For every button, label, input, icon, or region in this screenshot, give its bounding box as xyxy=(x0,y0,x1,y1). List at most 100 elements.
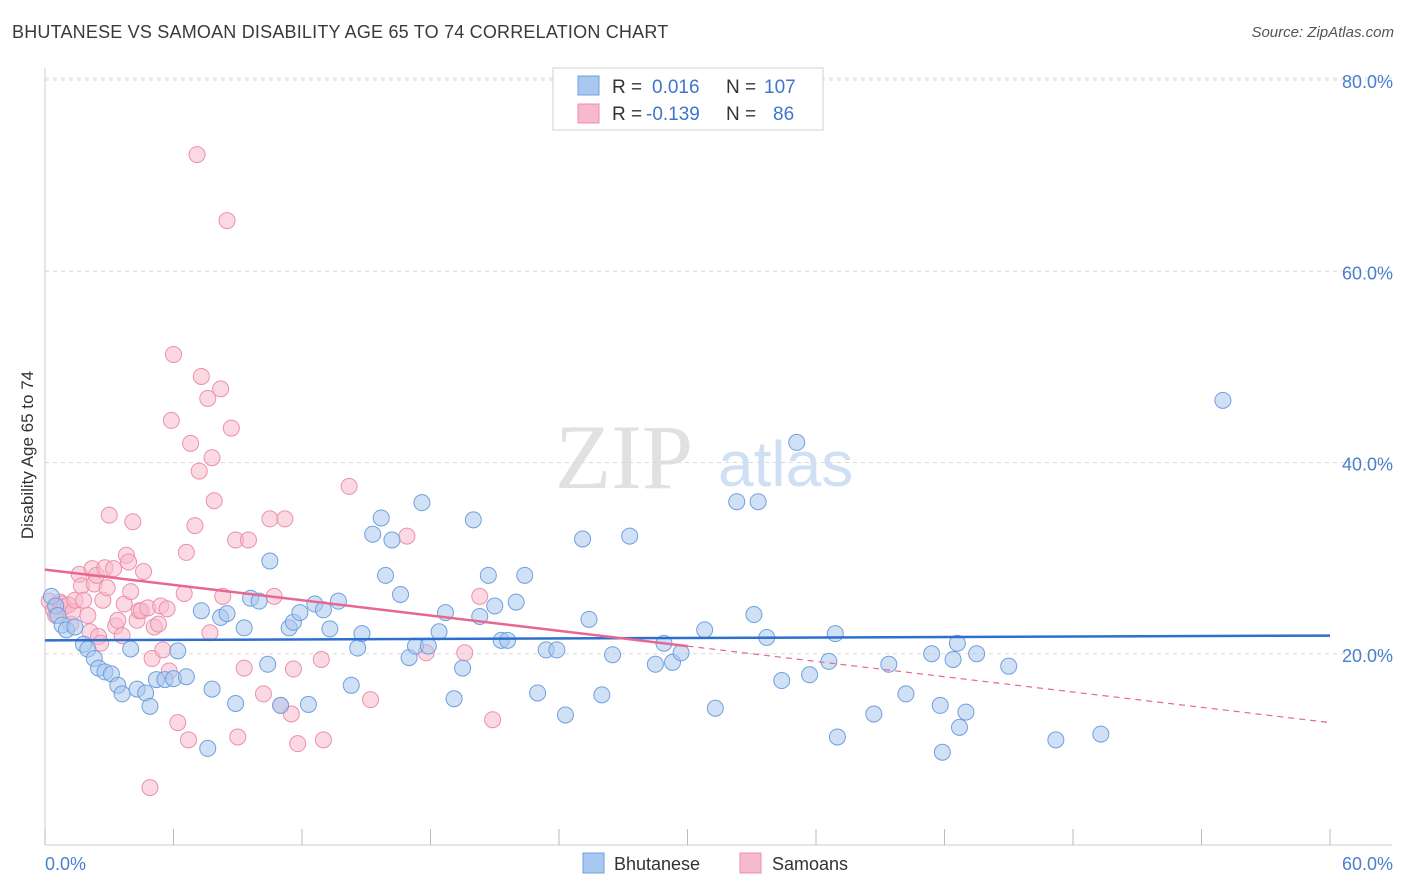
bhutanese-point xyxy=(272,696,290,714)
bhutanese-point xyxy=(321,620,339,638)
bhutanese-point xyxy=(413,494,431,512)
legend-n-value-2: 86 xyxy=(773,104,794,125)
bhutanese-point xyxy=(177,668,195,686)
samoans-point xyxy=(150,615,168,633)
bhutanese-point xyxy=(574,530,592,548)
bhutanese-point xyxy=(454,659,472,677)
samoans-point xyxy=(484,711,502,729)
bhutanese-point xyxy=(392,585,410,603)
chart-title: BHUTANESE VS SAMOAN DISABILITY AGE 65 TO… xyxy=(12,22,669,42)
bhutanese-point xyxy=(706,699,724,717)
samoans-point xyxy=(203,449,221,467)
bhutanese-point xyxy=(507,593,525,611)
source-label: Source: ZipAtlas.com xyxy=(1251,24,1394,41)
legend-n-label-1: N = xyxy=(726,77,756,98)
x-tick-label-min: 0.0% xyxy=(45,854,86,874)
bhutanese-point xyxy=(745,606,763,624)
bhutanese-point xyxy=(445,690,463,708)
bottom-legend: Bhutanese Samoans xyxy=(582,852,848,874)
bhutanese-point xyxy=(931,696,949,714)
bhutanese-point xyxy=(950,718,968,736)
bhutanese-point xyxy=(486,597,504,615)
samoans-point xyxy=(239,531,257,549)
axes xyxy=(44,68,1392,846)
bhutanese-point xyxy=(516,566,534,584)
legend-n-value-1: 107 xyxy=(764,77,796,98)
bhutanese-point xyxy=(826,625,844,643)
y-tick-label-20: 20.0% xyxy=(1342,646,1393,666)
bhutanese-point xyxy=(621,527,639,545)
samoans-point xyxy=(154,641,172,659)
bhutanese-point xyxy=(66,618,84,636)
bhutanese-point xyxy=(499,631,517,649)
samoans-point xyxy=(100,506,118,524)
bhutanese-point xyxy=(227,694,245,712)
bhutanese-point xyxy=(383,531,401,549)
legend-r-value-1: 0.016 xyxy=(652,77,700,98)
bhutanese-point xyxy=(923,645,941,663)
samoans-trend-extension xyxy=(687,645,1331,724)
samoans-point xyxy=(75,591,93,609)
bhutanese-point xyxy=(377,566,395,584)
samoans-point xyxy=(201,624,219,642)
y-tick-label-60: 60.0% xyxy=(1342,263,1393,283)
bhutanese-point xyxy=(141,697,159,715)
watermark-zip: ZIP xyxy=(555,406,693,508)
samoans-point xyxy=(158,600,176,618)
samoans-point xyxy=(179,731,197,749)
bhutanese-point xyxy=(820,652,838,670)
legend-n-label-2: N = xyxy=(726,104,756,125)
bhutanese-point xyxy=(828,728,846,746)
samoans-point xyxy=(182,434,200,452)
bhutanese-point xyxy=(968,645,986,663)
samoans-point xyxy=(456,644,474,662)
samoans-point xyxy=(222,419,240,437)
bhutanese-point xyxy=(728,493,746,511)
bhutanese-point xyxy=(479,566,497,584)
bhutanese-point xyxy=(430,623,448,641)
bhutanese-point xyxy=(464,511,482,529)
samoans-point xyxy=(190,462,208,480)
bhutanese-point xyxy=(548,641,566,659)
x-tick-label-max: 60.0% xyxy=(1342,854,1393,874)
samoans-point xyxy=(362,691,380,709)
samoans-point xyxy=(205,492,223,510)
bhutanese-point xyxy=(329,592,347,610)
bhutanese-point xyxy=(646,655,664,673)
legend-r-label-2: R = xyxy=(612,104,642,125)
bhutanese-point xyxy=(865,705,883,723)
bhutanese-point xyxy=(364,525,382,543)
samoans-point xyxy=(105,560,123,578)
samoans-point xyxy=(188,146,206,164)
bhutanese-point xyxy=(250,592,268,610)
bhutanese-point xyxy=(1214,391,1232,409)
bhutanese-point xyxy=(419,637,437,655)
bhutanese-point xyxy=(880,655,898,673)
samoans-point xyxy=(235,659,253,677)
samoans-point xyxy=(162,411,180,429)
bhutanese-point xyxy=(349,639,367,657)
y-tick-label-40: 40.0% xyxy=(1342,455,1393,475)
bhutanese-point xyxy=(342,676,360,694)
legend-r-value-2: -0.139 xyxy=(646,104,700,125)
bhutanese-point xyxy=(580,610,598,628)
samoans-point xyxy=(261,510,279,528)
tick-labels: 20.0% 40.0% 60.0% 80.0% 0.0% 60.0% xyxy=(45,72,1393,874)
bhutanese-point xyxy=(529,684,547,702)
samoans-point xyxy=(120,553,138,571)
samoans-point xyxy=(254,685,272,703)
samoans-point xyxy=(192,367,210,385)
bhutanese-point xyxy=(353,625,371,643)
samoans-point xyxy=(122,583,140,601)
bhutanese-point xyxy=(299,695,317,713)
bhutanese-point xyxy=(235,619,253,637)
bhutanese-point xyxy=(948,634,966,652)
samoans-point xyxy=(284,660,302,678)
y-tick-label-80: 80.0% xyxy=(1342,72,1393,92)
bhutanese-point xyxy=(944,650,962,668)
bhutanese-point xyxy=(556,706,574,724)
bottom-legend-label-bhutanese: Bhutanese xyxy=(614,854,700,874)
y-axis-title: Disability Age 65 to 74 xyxy=(18,371,37,539)
samoans-point xyxy=(124,513,142,531)
legend-r-label-1: R = xyxy=(612,77,642,98)
